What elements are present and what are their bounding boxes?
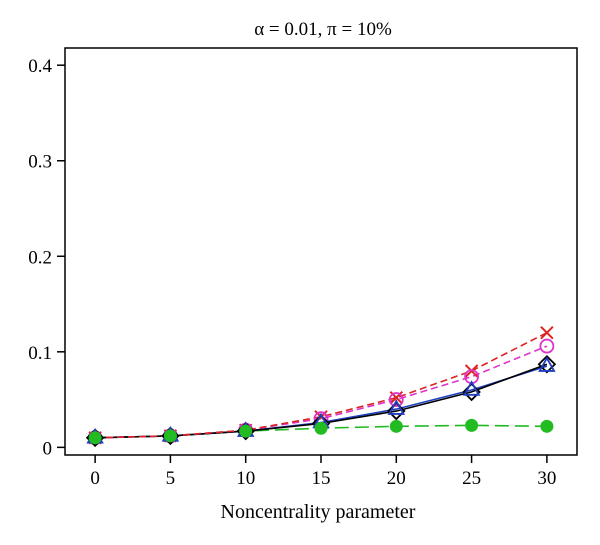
y-tick-label: 0 bbox=[43, 438, 53, 459]
data-point bbox=[539, 338, 555, 354]
data-point bbox=[465, 418, 479, 432]
data-point bbox=[540, 326, 554, 340]
x-axis: 0 5 10 15 20 25 30 bbox=[90, 455, 556, 489]
data-point bbox=[388, 392, 404, 407]
data-point bbox=[538, 356, 556, 372]
x-tick-label: 30 bbox=[537, 468, 556, 489]
y-axis: 0 0.1 0.2 0.3 0.4 bbox=[28, 56, 65, 459]
x-tick-label: 20 bbox=[387, 468, 406, 489]
data-point bbox=[389, 419, 403, 433]
x-tick-label: 5 bbox=[166, 468, 176, 489]
series-markers bbox=[85, 326, 557, 448]
y-tick-label: 0.4 bbox=[28, 56, 52, 77]
y-tick-label: 0.1 bbox=[28, 343, 52, 364]
data-point bbox=[462, 382, 481, 402]
x-tick-label: 10 bbox=[236, 468, 255, 489]
x-axis-label: Noncentrality parameter bbox=[221, 501, 416, 523]
data-point bbox=[163, 429, 177, 443]
data-point-stroke bbox=[540, 326, 554, 340]
data-point bbox=[314, 421, 328, 435]
y-tick-label: 0.3 bbox=[28, 152, 52, 173]
data-point bbox=[462, 380, 481, 396]
data-point bbox=[387, 401, 406, 421]
data-point bbox=[387, 399, 406, 415]
x-tick-label: 25 bbox=[462, 468, 481, 489]
chart-title: α = 0.01, π = 10% bbox=[254, 19, 392, 40]
x-tick-label: 15 bbox=[312, 468, 331, 489]
plot-frame bbox=[64, 47, 578, 456]
data-point bbox=[540, 419, 554, 433]
data-point bbox=[537, 354, 557, 374]
data-point bbox=[88, 431, 102, 445]
y-tick-label: 0.2 bbox=[28, 247, 52, 268]
data-point bbox=[239, 424, 253, 438]
x-tick-label: 0 bbox=[90, 468, 100, 489]
